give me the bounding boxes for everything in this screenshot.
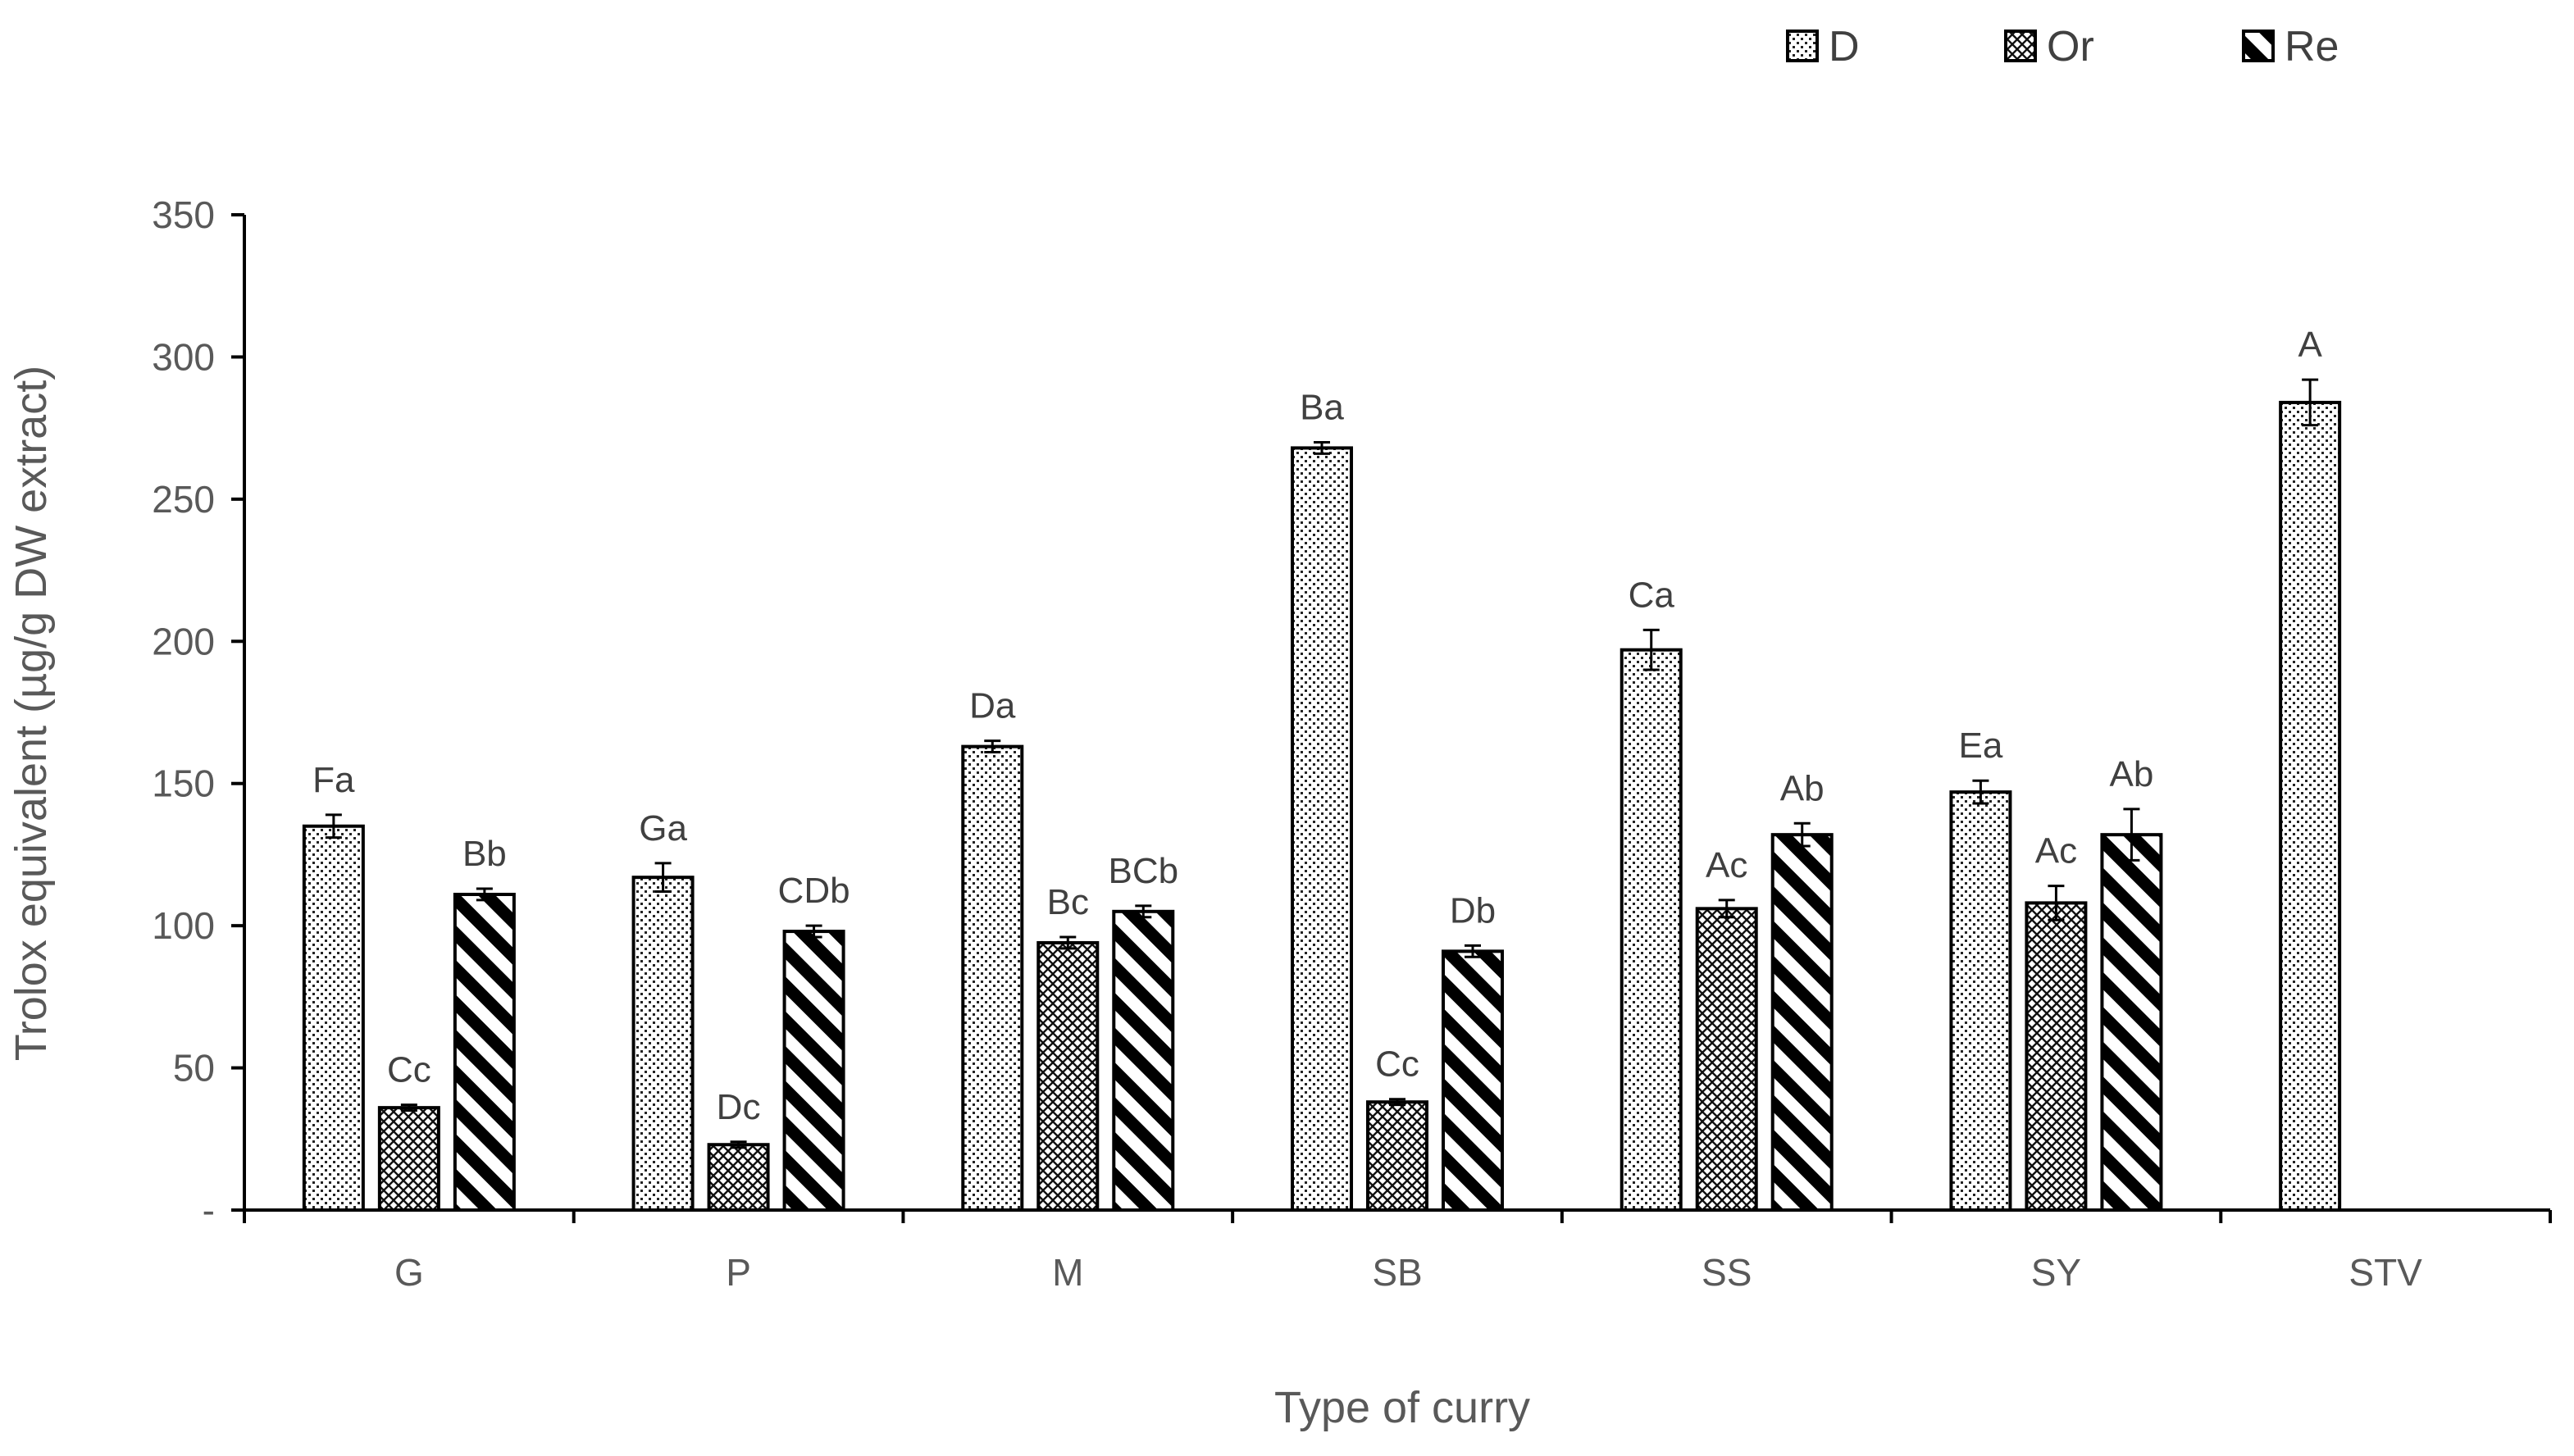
y-tick-label: 200 (152, 620, 215, 662)
data-labels: Fa Ga Da Ba Ca Ea A Cc Dc Bc Cc Ac Ac Bb CDb BCb Db Ab Ab (312, 325, 2322, 1127)
bar-letter-label: Da (969, 686, 1016, 726)
bar-letter-label: Ab (1780, 768, 1825, 808)
bar-Re-G (453, 892, 516, 1212)
bar-D-STV (2279, 400, 2342, 1212)
y-tick-label: 150 (152, 762, 215, 805)
bar-Re-P (782, 930, 845, 1212)
bars (302, 378, 2342, 1213)
bar-Re-M (1112, 909, 1175, 1213)
y-tick-label: 100 (152, 904, 215, 947)
bar-D-M (961, 744, 1024, 1212)
bar-letter-label: Ea (1959, 726, 2003, 766)
bar-Re-SB (1442, 949, 1504, 1212)
y-tick-label: 250 (152, 478, 215, 521)
legend-item-Or: Or (2004, 23, 2094, 71)
bar-letter-label: Cc (387, 1050, 431, 1090)
x-tick-label: STV (2348, 1251, 2422, 1294)
bar-D-P (631, 876, 695, 1212)
legend-swatch (1786, 30, 1819, 62)
bar-letter-label: Db (1450, 890, 1496, 930)
bar-letter-label: Fa (312, 760, 355, 800)
axes: - 50 100 150 200 250 300 350 G P M SB SS SY STV (152, 193, 2552, 1294)
y-tick-label: 300 (152, 335, 215, 378)
bar-letter-label: Ac (2035, 831, 2077, 871)
bar-letter-label: Bb (462, 834, 507, 874)
bar-Or-SB (1366, 1100, 1428, 1213)
bar-Or-P (707, 1143, 770, 1213)
bar-letter-label: Ca (1629, 575, 1675, 615)
bar-letter-label: Bc (1047, 882, 1089, 922)
legend-swatch (2004, 30, 2037, 62)
x-tick-label: P (726, 1251, 751, 1294)
bar-D-G (302, 824, 365, 1212)
bar-letter-label: Cc (1375, 1044, 1419, 1085)
legend: D Or Re (1786, 23, 2339, 71)
legend-label: Or (2047, 23, 2094, 71)
x-tick-label: M (1052, 1251, 1083, 1294)
x-tick-label: SS (1702, 1251, 1752, 1294)
legend-item-D: D (1786, 23, 1860, 71)
bar-letter-label: CDb (778, 871, 850, 911)
bar-D-SY (1949, 790, 2012, 1212)
bar-letter-label: Ac (1706, 845, 1747, 885)
bar-letter-label: Ba (1300, 387, 1344, 427)
bar-letter-label: A (2298, 325, 2322, 365)
bar-D-SB (1291, 446, 1353, 1212)
y-tick-label: 50 (173, 1047, 215, 1090)
bar-Re-SY (2100, 833, 2163, 1212)
y-axis-title: Trolox equivalent (µg/g DW extract) (7, 366, 56, 1061)
bar-Or-SS (1695, 907, 1758, 1212)
bar-Or-M (1036, 940, 1100, 1213)
x-tick-label: SB (1372, 1251, 1422, 1294)
bar-D-SS (1620, 648, 1683, 1212)
bar-Re-SS (1770, 833, 1834, 1212)
legend-label: D (1829, 23, 1860, 71)
bar-letter-label: Ga (639, 808, 687, 849)
bar-letter-label: Ab (2110, 754, 2154, 794)
legend-label: Re (2285, 23, 2339, 71)
x-axis-title: Type of curry (1274, 1383, 1530, 1432)
x-tick-label: SY (2031, 1251, 2081, 1294)
y-tick-label: 350 (152, 193, 215, 236)
y-tick-label: - (203, 1189, 215, 1231)
bar-Or-SY (2025, 901, 2088, 1212)
legend-swatch (2242, 30, 2275, 62)
bar-Or-G (377, 1106, 440, 1213)
x-tick-label: G (394, 1251, 424, 1294)
bar-letter-label: Dc (717, 1087, 761, 1127)
legend-item-Re: Re (2242, 23, 2339, 71)
bar-letter-label: BCb (1108, 851, 1178, 891)
